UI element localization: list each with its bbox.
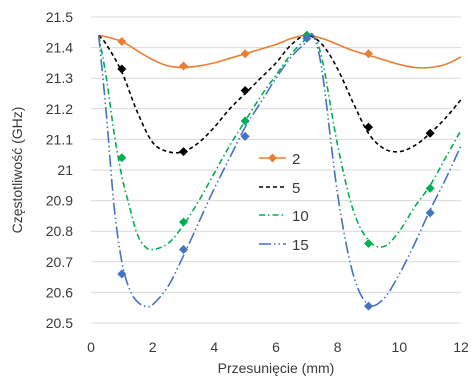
y-tick-label: 21.4 (46, 40, 73, 56)
x-tick-label: 10 (392, 339, 408, 355)
x-tick-label: 0 (87, 339, 95, 355)
x-tick-label: 4 (210, 339, 218, 355)
x-tick-label: 2 (149, 339, 157, 355)
series-5 (98, 30, 462, 157)
data-point (117, 36, 127, 46)
legend-label-15: 15 (292, 237, 309, 254)
data-point (179, 245, 188, 255)
series-line-15 (97, 32, 462, 308)
y-tick-label: 21 (57, 162, 73, 178)
legend-marker-2 (268, 153, 277, 163)
data-point (179, 147, 188, 157)
legend-label-10: 10 (292, 208, 309, 225)
y-tick-label: 20.5 (46, 315, 73, 331)
series-line-2 (98, 34, 462, 69)
y-tick-label: 21.3 (46, 70, 73, 86)
x-tick-label: 12 (453, 339, 469, 355)
data-point (364, 122, 373, 132)
y-tick-label: 21.1 (46, 131, 73, 147)
legend-label-5: 5 (292, 180, 300, 197)
x-axis-ticks: 0 2 4 6 8 10 12 (87, 339, 469, 355)
data-point (425, 128, 435, 138)
series-group (97, 30, 462, 311)
data-point (117, 64, 127, 74)
data-point (179, 61, 188, 71)
y-tick-label: 21.5 (46, 9, 73, 25)
data-point (117, 269, 127, 279)
data-point (302, 33, 312, 43)
legend-label-2: 2 (292, 151, 300, 168)
y-tick-label: 21.2 (46, 101, 73, 117)
y-tick-label: 20.9 (46, 193, 73, 209)
series-10 (97, 30, 462, 251)
data-point (240, 131, 250, 141)
data-point (240, 116, 250, 126)
x-axis-title: Przesunięcie (mm) (218, 360, 335, 376)
x-tick-label: 6 (272, 339, 280, 355)
legend: 2 5 10 15 (259, 151, 309, 254)
y-tick-label: 20.6 (46, 284, 73, 300)
series-line-5 (98, 34, 462, 154)
data-point (425, 208, 435, 218)
y-axis-ticks: 20.5 20.6 20.7 20.8 20.9 21 21.1 21.2 21.3 21.4 21… (46, 9, 73, 331)
x-tick-label: 8 (334, 339, 342, 355)
series-2 (98, 30, 462, 71)
data-point (364, 238, 373, 248)
data-point (240, 85, 250, 95)
data-point (425, 183, 435, 193)
grid-lines (91, 16, 461, 324)
data-point (179, 217, 188, 227)
series-15 (97, 32, 462, 311)
y-tick-label: 20.8 (46, 223, 73, 239)
data-point (364, 301, 373, 311)
y-tick-label: 20.7 (46, 254, 73, 270)
y-axis-title: Częstotliwość (GHz) (9, 107, 25, 234)
data-point (117, 153, 127, 163)
data-point (364, 49, 373, 59)
data-point (240, 49, 250, 59)
